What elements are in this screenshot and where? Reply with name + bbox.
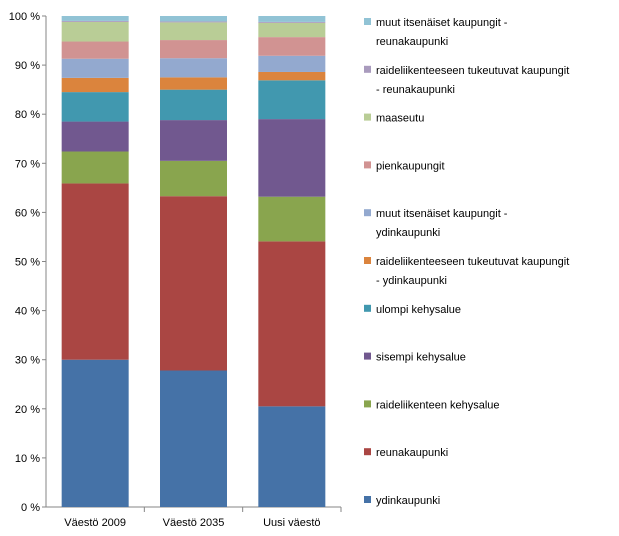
legend-label: ydinkaupunki [376,495,440,507]
bar-segment [160,22,227,41]
bar-segment [160,16,227,22]
legend-swatch [364,448,371,456]
y-tick-label: 0 % [21,502,40,514]
legend-swatch [364,113,371,121]
legend-swatch [364,352,371,360]
x-category-label: Väestö 2009 [64,517,126,529]
bar-segment [258,119,326,197]
bar-segment [160,196,227,371]
y-tick-label: 20 % [15,404,40,416]
bar-segment [61,21,129,42]
bar-segment [61,183,129,360]
bar-segment [61,151,129,184]
legend-label: maaseutu [376,113,424,125]
legend-label: pienkaupungit [376,160,445,172]
y-tick-label: 30 % [15,355,40,367]
legend-swatch [364,496,371,503]
bar-segment [258,16,326,22]
bar-segment [258,21,326,23]
bar-segment [61,121,129,152]
bar-segment [160,40,227,59]
legend-swatch [364,18,371,25]
bar-segment [258,22,326,38]
legend-label: raideliikenteen kehysalue [376,399,500,411]
x-category-label: Uusi väestö [263,517,320,529]
bar-segment [160,160,227,197]
legend-label: muut itsenäiset kaupungit -reunakaupunki [376,17,508,48]
y-tick-label: 10 % [15,453,40,465]
bar-segment [258,241,326,407]
bar-segment [160,120,227,161]
bar-segment [160,370,227,507]
y-tick-label: 60 % [15,207,40,219]
bar-segment [258,196,326,242]
legend: muut itsenäiset kaupungit -reunakaupunki… [364,17,569,507]
bar-segment [258,80,326,120]
legend-label: sisempi kehysalue [376,352,466,364]
bar-segment [61,16,129,21]
y-axis-ticks: 0 % 10 % 20 % 30 % 40 % 50 % 60 % 70 % 80 % 90 % 1… [9,11,46,514]
y-tick-label: 100 % [9,11,40,23]
bar-segment [61,77,129,93]
bar-segment [258,71,326,81]
bar-segment [61,92,129,122]
bar-segment [61,41,129,59]
y-tick-label: 90 % [15,60,40,72]
bar-segment [258,37,326,56]
legend-swatch [364,161,371,169]
bar-segment [61,359,129,507]
legend-label: ulompi kehysalue [376,304,461,316]
legend-swatch [364,65,371,73]
legend-swatch [364,209,371,217]
y-tick-label: 80 % [15,109,40,121]
bar-segment [258,55,326,72]
bar-segment [160,58,227,78]
bar-segment [160,21,227,23]
bar-segment [258,406,326,507]
legend-label: raideliikenteeseen tukeutuvat kaupungit -… [376,65,569,96]
y-tick-label: 50 % [15,257,40,269]
bar-segment [160,77,227,90]
legend-swatch [364,400,371,408]
bar-segment [160,89,227,121]
x-axis-category-labels: Väestö 2009 Väestö 2035 Uusi väestö [64,517,320,529]
legend-label: reunakaupunki [376,447,448,459]
y-tick-label: 40 % [15,306,40,318]
legend-swatch [364,257,371,264]
bar-stacks [61,16,342,512]
x-category-label: Väestö 2035 [163,517,225,529]
legend-label: raideliikenteeseen tukeutuvat kaupungit -… [376,256,569,287]
y-tick-label: 70 % [15,158,40,170]
legend-swatch [364,304,371,312]
bar-segment [61,20,129,22]
bar-segment [61,58,129,78]
legend-label: muut itsenäiset kaupungit -ydinkaupunki [376,208,508,239]
